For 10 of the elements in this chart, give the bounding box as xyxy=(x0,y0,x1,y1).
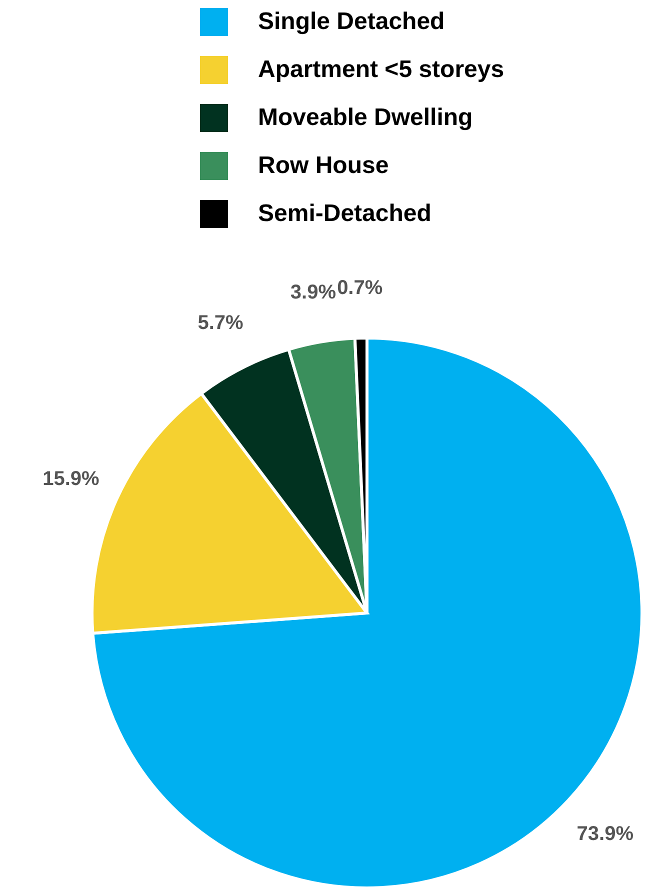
data-label: 3.9% xyxy=(290,281,336,304)
data-label: 73.9% xyxy=(576,823,634,846)
legend-label: Single Detached xyxy=(258,8,445,35)
legend-label: Moveable Dwelling xyxy=(258,104,473,131)
legend-label: Apartment <5 storeys xyxy=(258,56,504,83)
legend-label: Row House xyxy=(258,152,389,179)
data-label: 15.9% xyxy=(42,468,100,490)
legend-label: Semi-Detached xyxy=(258,200,432,227)
data-label: 0.7% xyxy=(337,277,383,300)
data-label: 5.7% xyxy=(198,312,244,334)
